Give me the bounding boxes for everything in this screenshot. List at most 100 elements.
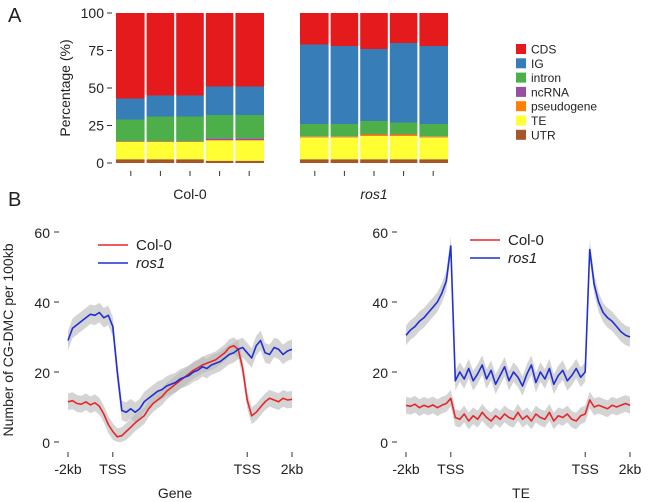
bar-segment-intron bbox=[145, 116, 176, 142]
line-y-tick-label: 60 bbox=[34, 225, 50, 241]
bar-segment-pseudogene bbox=[418, 136, 448, 138]
confidence-band bbox=[68, 337, 292, 442]
bar-segment-cds bbox=[204, 13, 235, 87]
bar-segment-cds bbox=[359, 13, 389, 49]
bar-segment-pseudogene bbox=[300, 136, 330, 138]
bar-segment-ig bbox=[300, 44, 330, 124]
bar-segment-te bbox=[116, 142, 146, 160]
bar-segment-utr bbox=[388, 159, 419, 163]
line-x-tick-label: 2kb bbox=[281, 461, 304, 477]
line-legend-label: ros1 bbox=[508, 250, 537, 267]
bar-y-axis-title: Percentage (%) bbox=[57, 39, 73, 136]
bar-segment-intron bbox=[204, 115, 235, 139]
legend-swatch-te bbox=[516, 115, 526, 126]
legend-label-cds: CDS bbox=[531, 43, 556, 57]
bar-segment-utr bbox=[116, 159, 146, 163]
bar-segment-utr bbox=[234, 160, 264, 163]
bar-segment-intron bbox=[175, 116, 205, 142]
legend-swatch-cds bbox=[516, 44, 526, 54]
panel-letter-b: B bbox=[8, 189, 21, 211]
bar-y-tick-label: 50 bbox=[88, 80, 104, 96]
bar-segment-te bbox=[234, 140, 264, 161]
bar-segment-te bbox=[204, 140, 235, 161]
line-y-tick-label: 20 bbox=[34, 365, 50, 381]
series-line-ros1 bbox=[67, 311, 293, 414]
bar-segment-cds bbox=[175, 13, 205, 96]
bar-segment-cds bbox=[300, 13, 330, 45]
bar-segment-te bbox=[359, 136, 389, 160]
legend-swatch-ig bbox=[516, 58, 526, 69]
line-x-tick-label: TSS bbox=[234, 461, 261, 477]
bar-segment-ig bbox=[388, 43, 419, 123]
series-line-ros1 bbox=[405, 245, 631, 387]
bar-segment-te bbox=[175, 142, 205, 160]
line-x-tick-label: TSS bbox=[572, 461, 599, 477]
line-y-tick-label: 60 bbox=[372, 225, 388, 241]
line-y-tick-label: 0 bbox=[42, 435, 50, 451]
bar-segment-cds bbox=[145, 13, 176, 96]
bar-segment-ig bbox=[204, 86, 235, 115]
bar-segment-utr bbox=[418, 159, 448, 163]
bar-segment-ig bbox=[418, 46, 448, 124]
bar-segment-te bbox=[388, 136, 419, 160]
te-x-axis-title: TE bbox=[512, 485, 530, 501]
line-y-tick-label: 40 bbox=[34, 295, 50, 311]
line-legend-label: Col-0 bbox=[508, 232, 544, 249]
bar-y-tick-label: 0 bbox=[96, 155, 104, 171]
bar-segment-pseudogene bbox=[359, 134, 389, 136]
line-x-tick-label: -2kb bbox=[392, 461, 419, 477]
bar-segment-utr bbox=[145, 159, 176, 163]
bar-group-label: Col-0 bbox=[173, 186, 207, 202]
bar-segment-utr bbox=[329, 159, 360, 163]
legend-label-ig: IG bbox=[531, 57, 544, 71]
bar-segment-cds bbox=[329, 13, 360, 46]
legend-swatch-intron bbox=[516, 72, 526, 83]
bar-segment-te bbox=[329, 137, 360, 160]
legend-swatch-pseudogene bbox=[516, 101, 526, 112]
line-y-tick-label: 40 bbox=[372, 295, 388, 311]
line-y-tick-label: 20 bbox=[372, 365, 388, 381]
line-legend-label: ros1 bbox=[136, 255, 165, 272]
bar-group-label: ros1 bbox=[360, 186, 387, 202]
bar-segment-ncrna bbox=[234, 138, 264, 141]
bar-segment-ig bbox=[234, 86, 264, 115]
bar-segment-ig bbox=[116, 98, 146, 120]
bar-segment-utr bbox=[300, 159, 330, 163]
bar-segment-cds bbox=[116, 13, 146, 99]
legend-label-ncrna: ncRNA bbox=[531, 85, 569, 99]
series-line-col-0 bbox=[67, 345, 293, 438]
bar-segment-te bbox=[300, 137, 330, 160]
bar-segment-ig bbox=[329, 46, 360, 124]
bar-segment-ig bbox=[145, 95, 176, 117]
bar-segment-ncrna bbox=[204, 138, 235, 141]
bar-segment-ig bbox=[359, 49, 389, 121]
bar-segment-pseudogene bbox=[388, 134, 419, 136]
bar-segment-pseudogene bbox=[329, 136, 360, 138]
legend-label-te: TE bbox=[531, 114, 546, 128]
series-line-col-0 bbox=[405, 397, 631, 422]
line-x-tick-label: 2kb bbox=[619, 461, 642, 477]
line-y-tick-label: 0 bbox=[380, 435, 388, 451]
bar-segment-te bbox=[418, 137, 448, 160]
bar-segment-utr bbox=[175, 159, 205, 163]
bar-segment-ig bbox=[175, 95, 205, 117]
bar-segment-utr bbox=[204, 160, 235, 163]
legend-label-pseudogene: pseudogene bbox=[531, 100, 597, 114]
bar-segment-cds bbox=[388, 13, 419, 43]
bar-segment-intron bbox=[359, 121, 389, 135]
confidence-band bbox=[406, 389, 630, 430]
bar-segment-te bbox=[145, 142, 176, 160]
bar-segment-cds bbox=[418, 13, 448, 46]
bar-segment-intron bbox=[329, 124, 360, 137]
gene-y-axis-title: Number of CG-DMC per 100kb bbox=[0, 243, 16, 436]
bar-y-tick-label: 100 bbox=[81, 5, 105, 21]
bar-y-tick-label: 75 bbox=[88, 43, 104, 59]
bar-segment-intron bbox=[300, 124, 330, 137]
line-x-tick-label: -2kb bbox=[54, 461, 81, 477]
bar-segment-intron bbox=[388, 122, 419, 135]
legend-label-utr: UTR bbox=[531, 128, 556, 142]
bar-segment-intron bbox=[116, 119, 146, 142]
